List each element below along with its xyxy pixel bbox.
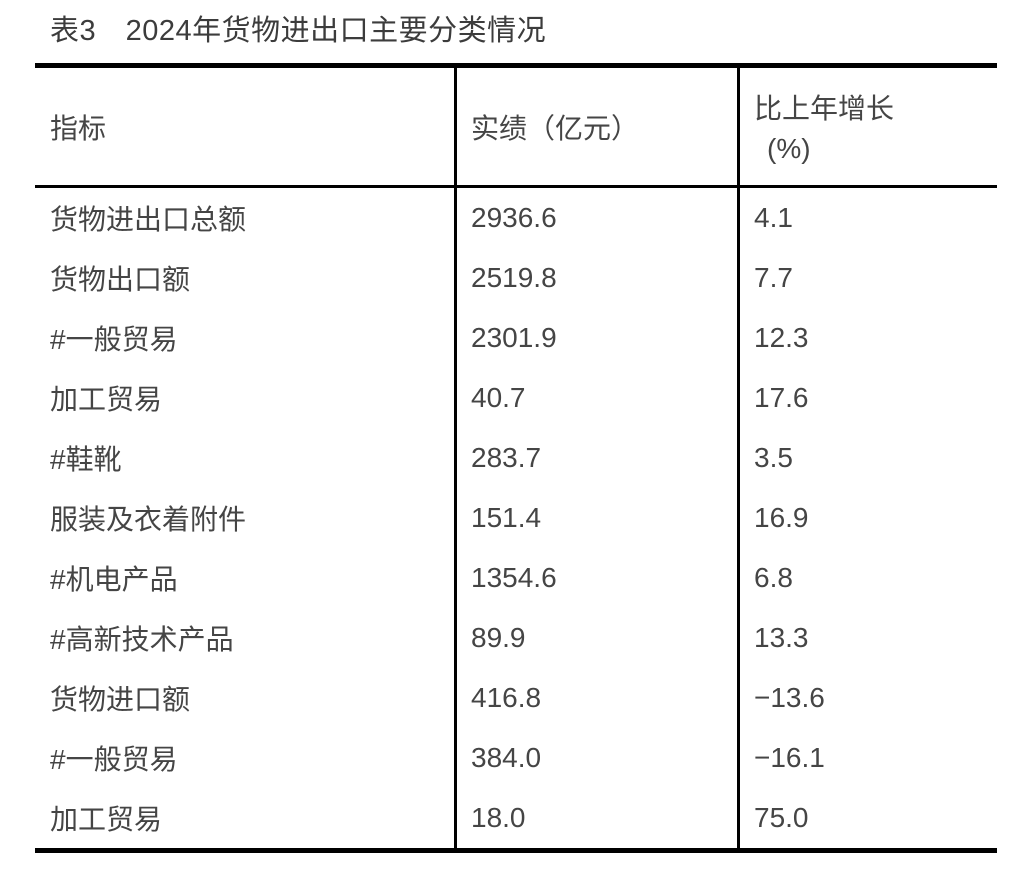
table-title: 表3 2024年货物进出口主要分类情况: [50, 15, 547, 47]
growth-cell: 6.8: [737, 548, 997, 608]
indicator-cell: 货物进口额: [50, 684, 191, 715]
table-row: 货物进口额 416.8 −13.6: [35, 668, 997, 728]
growth-cell: 7.7: [737, 248, 997, 308]
table-row: #机电产品 1354.6 6.8: [35, 548, 997, 608]
indicator-cell: #一般贸易: [50, 324, 178, 355]
indicator-cell: 服装及衣着附件: [50, 504, 247, 535]
growth-cell: 4.1: [737, 188, 997, 248]
indicator-cell: 加工贸易: [50, 384, 163, 415]
table-row: 服装及衣着附件 151.4 16.9: [35, 488, 997, 548]
indicator-cell: #鞋靴: [50, 444, 122, 475]
value-cell: 89.9: [454, 608, 737, 668]
growth-cell: −13.6: [737, 668, 997, 728]
growth-cell: 13.3: [737, 608, 997, 668]
value-cell: 40.7: [454, 368, 737, 428]
indicator-cell: 货物出口额: [50, 264, 191, 295]
header-indicator: 指标: [50, 112, 107, 144]
indicator-cell: 货物进出口总额: [50, 204, 247, 235]
table-row: 货物出口额 2519.8 7.7: [35, 248, 997, 308]
table-row: 货物进出口总额 2936.6 4.1: [35, 188, 997, 248]
growth-cell: 16.9: [737, 488, 997, 548]
indicator-cell: #一般贸易: [50, 744, 178, 775]
table-header-row: 指标 实绩（亿元） 比上年增长 (%): [35, 68, 997, 188]
value-cell: 2301.9: [454, 308, 737, 368]
header-value: 实绩（亿元）: [454, 68, 737, 185]
growth-cell: 75.0: [737, 788, 997, 848]
indicator-cell: #机电产品: [50, 564, 178, 595]
table-row: #一般贸易 384.0 −16.1: [35, 728, 997, 788]
value-cell: 2519.8: [454, 248, 737, 308]
value-cell: 2936.6: [454, 188, 737, 248]
growth-cell: 17.6: [737, 368, 997, 428]
value-cell: 283.7: [454, 428, 737, 488]
indicator-cell: #高新技术产品: [50, 624, 234, 655]
header-growth-line2: (%): [767, 132, 811, 164]
statistics-table: 指标 实绩（亿元） 比上年增长 (%) 货物进出口总额 2936.6 4.1 货…: [35, 63, 997, 853]
table-row: #高新技术产品 89.9 13.3: [35, 608, 997, 668]
header-growth: 比上年增长 (%): [737, 68, 997, 185]
value-cell: 18.0: [454, 788, 737, 848]
indicator-cell: 加工贸易: [50, 804, 163, 835]
growth-cell: 12.3: [737, 308, 997, 368]
growth-cell: −16.1: [737, 728, 997, 788]
header-growth-line1: 比上年增长: [754, 92, 895, 124]
growth-cell: 3.5: [737, 428, 997, 488]
table-row: #鞋靴 283.7 3.5: [35, 428, 997, 488]
table-row: 加工贸易 40.7 17.6: [35, 368, 997, 428]
value-cell: 416.8: [454, 668, 737, 728]
value-cell: 151.4: [454, 488, 737, 548]
table-row: 加工贸易 18.0 75.0: [35, 788, 997, 848]
table-row: #一般贸易 2301.9 12.3: [35, 308, 997, 368]
value-cell: 1354.6: [454, 548, 737, 608]
value-cell: 384.0: [454, 728, 737, 788]
